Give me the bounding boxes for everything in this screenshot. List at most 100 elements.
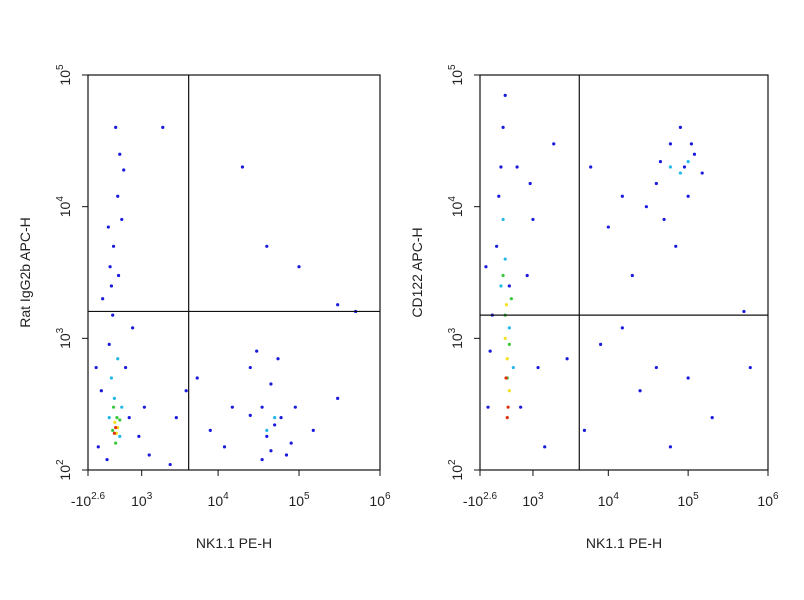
event-dot bbox=[111, 244, 116, 248]
tick-exponent: 3 bbox=[538, 491, 544, 502]
event-dot bbox=[630, 273, 634, 278]
event-dot bbox=[501, 273, 505, 278]
event-dot bbox=[311, 428, 315, 432]
tick-label: 106 bbox=[369, 491, 391, 509]
tick-label: -102.6 bbox=[71, 491, 106, 509]
event-dot bbox=[131, 326, 135, 330]
event-dot bbox=[748, 365, 752, 370]
event-dot bbox=[589, 165, 593, 169]
tick-exponent: 4 bbox=[223, 491, 229, 502]
event-dot bbox=[662, 217, 666, 222]
tick-exponent: 2 bbox=[55, 459, 66, 465]
event-dot bbox=[248, 413, 252, 417]
tick-label: 103 bbox=[522, 491, 544, 509]
event-dot bbox=[123, 365, 128, 370]
event-dot bbox=[297, 265, 301, 269]
event-dot bbox=[273, 416, 277, 420]
event-dot bbox=[265, 434, 269, 438]
event-dot bbox=[265, 428, 269, 432]
tick-label: 102 bbox=[55, 459, 73, 481]
event-dot bbox=[273, 423, 277, 427]
event-dot bbox=[107, 416, 111, 420]
event-dot bbox=[255, 349, 259, 353]
tick-label: 104 bbox=[208, 491, 230, 509]
tick-exponent: 2.6 bbox=[483, 491, 497, 502]
event-dot bbox=[107, 342, 111, 346]
tick-base: 10 bbox=[57, 70, 73, 86]
event-dot bbox=[484, 265, 488, 269]
tick-label: 104 bbox=[447, 196, 465, 218]
tick-label: 105 bbox=[447, 64, 465, 86]
event-dot bbox=[293, 405, 297, 409]
event-dot bbox=[495, 244, 499, 248]
event-dot bbox=[515, 165, 519, 169]
event-dot bbox=[488, 349, 492, 353]
event-dot bbox=[511, 365, 515, 370]
event-dot bbox=[674, 244, 678, 248]
event-dot bbox=[137, 434, 141, 438]
tick-exponent: 2.6 bbox=[91, 491, 105, 502]
event-dot bbox=[497, 194, 501, 198]
event-dot bbox=[120, 217, 124, 222]
tick-label: 103 bbox=[447, 327, 465, 349]
tick-exponent: 3 bbox=[147, 491, 153, 502]
tick-base: 10 bbox=[449, 70, 465, 86]
event-dot bbox=[118, 152, 122, 156]
event-dot bbox=[504, 376, 508, 380]
event-dot bbox=[99, 389, 103, 393]
event-dot bbox=[509, 297, 513, 301]
event-dot bbox=[161, 125, 165, 129]
y-axis-label: CD122 APC-H bbox=[409, 227, 425, 317]
event-dot bbox=[505, 357, 509, 361]
tick-exponent: 4 bbox=[55, 196, 66, 202]
event-dot bbox=[531, 217, 535, 222]
tick-label: 105 bbox=[288, 491, 310, 509]
event-dot bbox=[174, 416, 178, 420]
event-dot bbox=[668, 142, 673, 146]
tick-label: 106 bbox=[757, 491, 779, 509]
event-dot bbox=[240, 165, 245, 169]
event-dot bbox=[700, 171, 704, 175]
event-dot bbox=[279, 416, 283, 420]
event-dot bbox=[116, 194, 120, 198]
event-dot bbox=[503, 93, 507, 97]
event-dot bbox=[195, 376, 199, 380]
tick-base: 10 bbox=[678, 493, 694, 509]
event-dot bbox=[689, 142, 694, 146]
event-dot bbox=[742, 309, 746, 314]
event-dot bbox=[654, 181, 658, 186]
event-dot bbox=[116, 273, 121, 278]
tick-exponent: 5 bbox=[304, 491, 310, 502]
event-dot bbox=[536, 365, 540, 370]
tick-base: 10 bbox=[598, 493, 614, 509]
event-dot bbox=[638, 389, 642, 393]
event-dot bbox=[265, 244, 269, 248]
event-dot bbox=[506, 405, 510, 409]
event-dot bbox=[168, 462, 172, 467]
event-dot bbox=[507, 326, 511, 330]
event-dot bbox=[118, 434, 122, 438]
event-dot bbox=[499, 165, 503, 169]
tick-base: 10 bbox=[449, 465, 465, 481]
event-dot bbox=[686, 376, 690, 380]
event-dot bbox=[582, 428, 587, 432]
event-dot bbox=[507, 284, 511, 288]
event-dot bbox=[565, 357, 569, 361]
event-dot bbox=[682, 165, 687, 169]
event-dot bbox=[543, 445, 547, 449]
event-dot bbox=[336, 303, 340, 307]
event-dot bbox=[678, 125, 682, 129]
event-dot bbox=[284, 453, 289, 457]
event-dot bbox=[222, 445, 227, 449]
event-dot bbox=[620, 326, 624, 330]
event-dot bbox=[118, 418, 122, 422]
event-dot bbox=[248, 365, 252, 370]
event-dot bbox=[686, 194, 690, 198]
tick-exponent: 4 bbox=[613, 491, 619, 502]
tick-exponent: 5 bbox=[693, 491, 699, 502]
event-dot bbox=[96, 445, 100, 449]
tick-exponent: 5 bbox=[55, 64, 66, 70]
event-dot bbox=[112, 431, 116, 435]
